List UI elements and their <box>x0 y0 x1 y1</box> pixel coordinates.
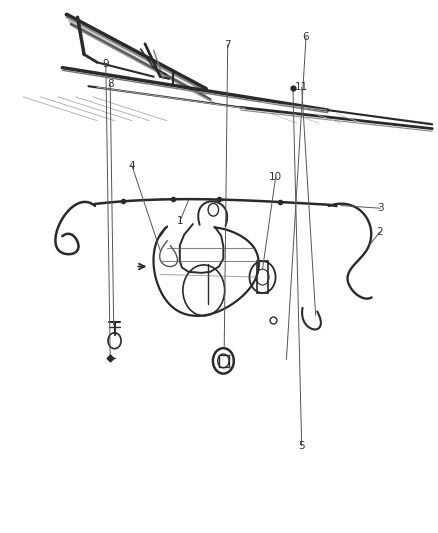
Text: 1: 1 <box>177 216 183 227</box>
Text: 2: 2 <box>377 227 383 237</box>
Text: 8: 8 <box>107 78 113 88</box>
Text: 4: 4 <box>129 161 135 171</box>
Text: 5: 5 <box>298 441 305 451</box>
Text: 9: 9 <box>102 59 109 69</box>
Text: 6: 6 <box>303 32 309 42</box>
Text: 10: 10 <box>269 172 282 182</box>
Text: 11: 11 <box>295 82 308 92</box>
Text: 3: 3 <box>377 203 383 213</box>
Text: 7: 7 <box>224 40 231 50</box>
